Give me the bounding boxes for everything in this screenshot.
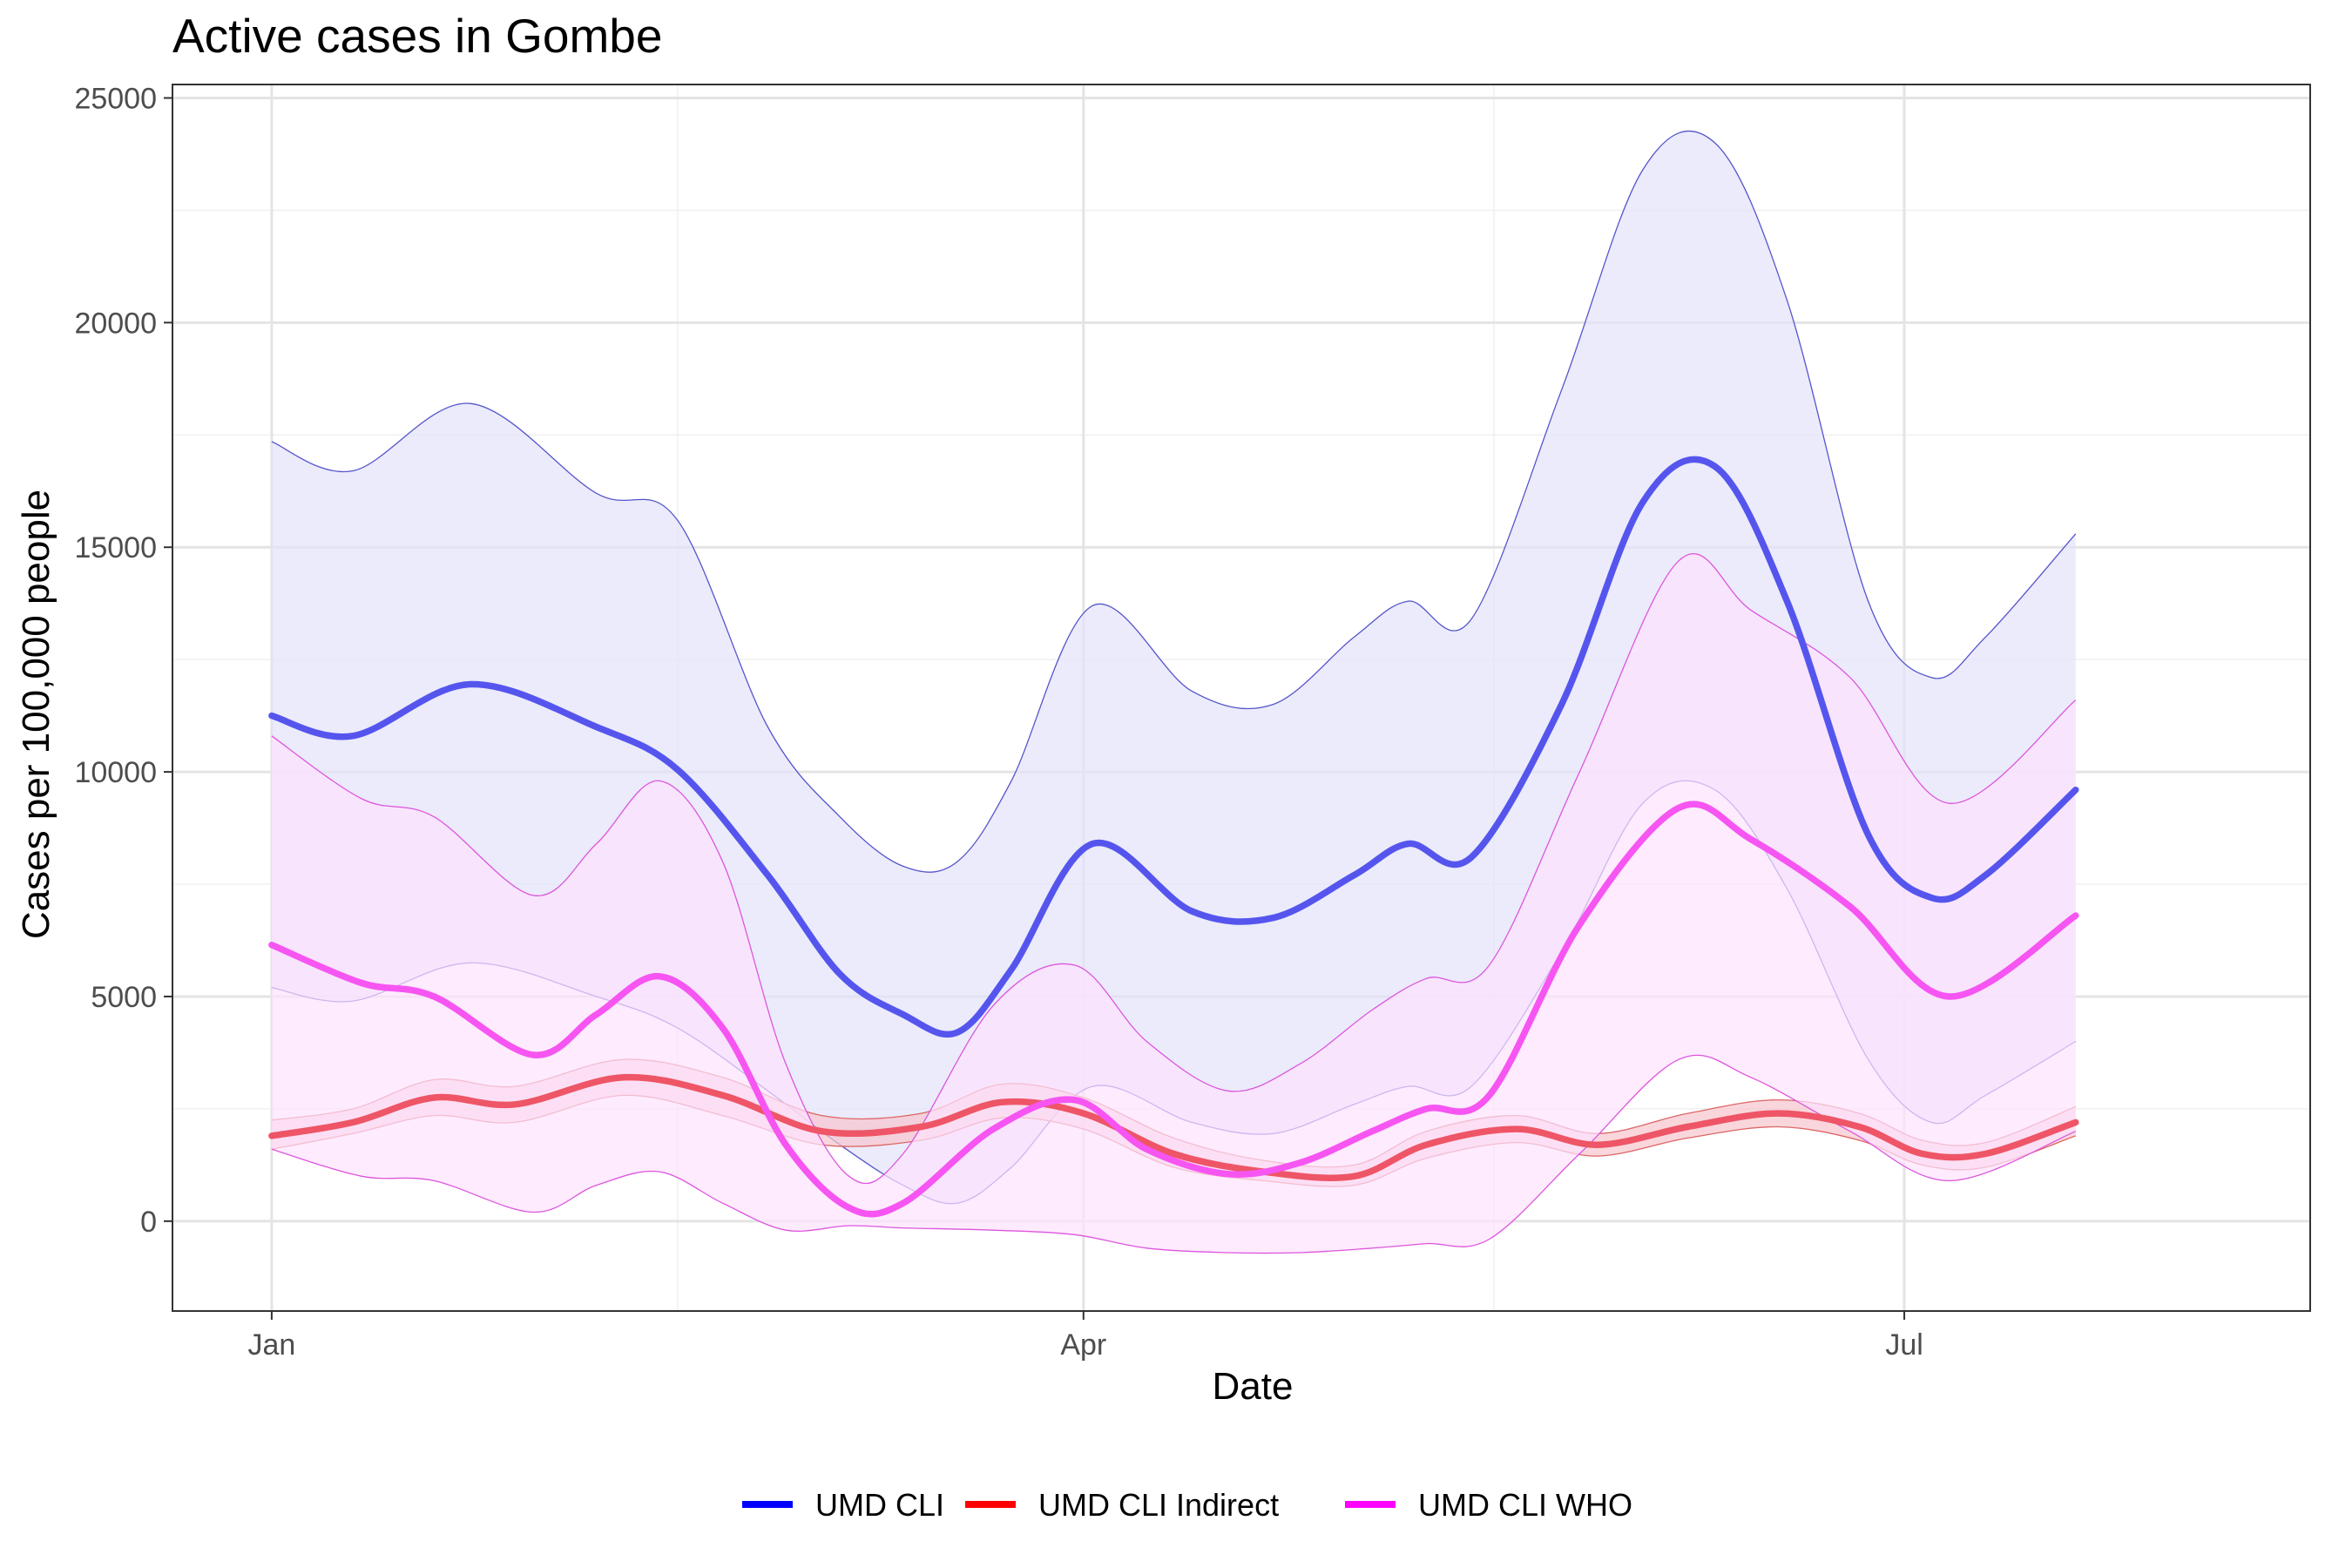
- y-tick-label: 15000: [74, 531, 157, 564]
- legend-label-series-1: UMD CLI: [815, 1487, 944, 1523]
- x-tick-label: Apr: [1060, 1328, 1106, 1362]
- series-line-1: [268, 456, 2079, 1038]
- panel-border: [172, 84, 2311, 1312]
- plot-area: 0 5000 10000 15000 20000 25000 Jan Apr Jul: [74, 82, 2311, 1362]
- band-upper-edge-series-3: [271, 553, 2077, 1185]
- y-tick-label: 5000: [91, 981, 157, 1014]
- y-tick-label: 25000: [74, 82, 157, 115]
- series-line-3: [268, 801, 2079, 1218]
- band-lower-edge-series-3: [271, 1054, 2077, 1254]
- legend: UMD CLI UMD CLI Indirect UMD CLI WHO: [742, 1487, 1632, 1523]
- band-upper-edge-series-1: [271, 130, 2077, 873]
- confidence-band-series-3: [271, 553, 2076, 1254]
- chart-title: Active cases in Gombe: [172, 9, 662, 63]
- y-tick-label: 20000: [74, 307, 157, 340]
- x-tick-label: Jul: [1885, 1328, 1923, 1362]
- x-tick-label: Jan: [247, 1328, 295, 1362]
- legend-label-series-3: UMD CLI WHO: [1418, 1487, 1632, 1523]
- y-tick-label: 10000: [74, 756, 157, 789]
- legend-label-series-2: UMD CLI Indirect: [1038, 1487, 1279, 1523]
- y-axis-title: Cases per 100,000 people: [15, 490, 57, 939]
- y-tick-label: 0: [140, 1206, 157, 1239]
- series-line-2: [268, 1073, 2079, 1182]
- x-axis-title: Date: [1213, 1365, 1294, 1408]
